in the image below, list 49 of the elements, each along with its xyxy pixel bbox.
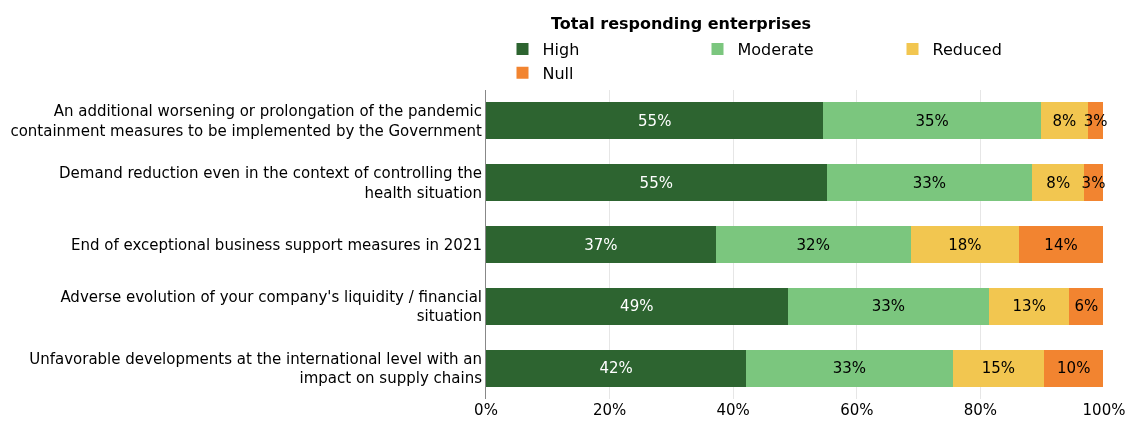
y-tick-label: Demand reduction even in the context of controlling the health situation [59,164,482,202]
bar [746,349,953,387]
data-label: 32% [796,235,830,254]
bar [715,225,911,264]
data-label: 8% [1052,111,1077,130]
data-label: 33% [871,297,905,316]
data-label: 18% [948,235,982,254]
data-label: 14% [1044,235,1078,254]
bar [823,102,1041,140]
x-tick-label: 20% [592,401,627,419]
y-tick-label: Adverse evolution of your company's liquidity / financial situation [60,287,482,326]
legend-label: Moderate [737,40,814,60]
bar [1019,225,1103,264]
data-label: 42% [599,359,633,378]
x-tick-label: 0% [474,401,498,419]
data-label: 33% [912,173,947,192]
y-tick-label: Unfavorable developments at the international level with an impact on supply chains [29,349,483,388]
legend-label: Null [542,63,574,83]
bar [486,287,788,325]
data-label: 15% [981,359,1015,378]
legend-label: High [542,40,580,60]
data-label: 37% [584,235,618,254]
bar [486,225,716,264]
x-tick-label: 60% [840,401,874,419]
bar [1044,349,1104,387]
x-tick-label: 100% [1082,401,1126,419]
x-tick-label: 80% [963,401,998,419]
x-tick-label: 40% [716,401,750,419]
bar [486,349,747,387]
bar [910,225,1020,264]
data-label: 8% [1046,173,1071,192]
bar [989,287,1070,325]
data-label: 6% [1074,297,1099,316]
data-label: 13% [1012,297,1046,316]
legend-label: Reduced [932,40,1002,60]
data-label: 55% [638,111,672,130]
data-label: 49% [620,297,654,316]
bar [952,349,1045,387]
chart-title: Total responding enterprises [550,13,812,33]
bar [486,164,827,202]
data-label: 33% [832,359,867,378]
bar [486,102,824,140]
data-label: 55% [639,173,673,192]
y-tick-label: End of exceptional business support measures in 2021 [70,235,482,254]
data-label: 35% [915,111,949,130]
y-tick-label: An additional worsening or prolongation of the pandemic containment measures to be implemented by the Government [10,102,483,140]
bar [787,287,990,325]
bar [826,164,1033,202]
data-label: 10% [1057,359,1091,378]
